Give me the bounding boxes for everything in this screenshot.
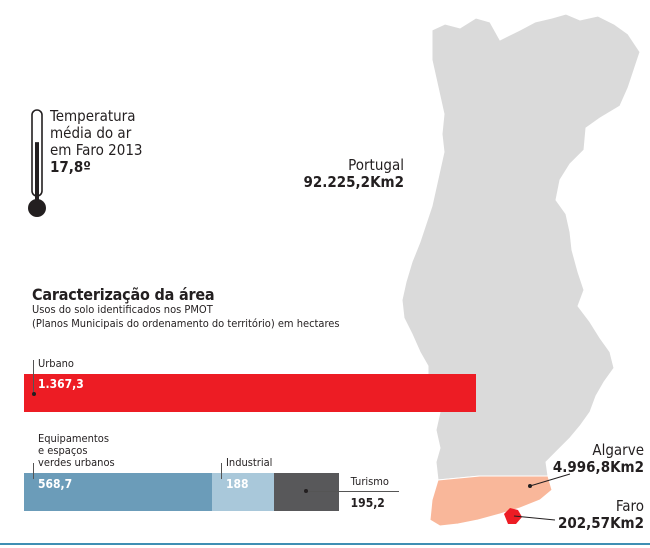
section-subtitle-line2: (Planos Municipais do ordenamento do ter…	[32, 317, 340, 330]
bar-tick-equipamentos	[33, 463, 34, 479]
faro-label: Faro 202,57Km2	[540, 498, 644, 532]
bar-label-turismo: Turismo	[351, 476, 389, 488]
portugal-area: 92.225,2Km2	[303, 173, 404, 191]
bar-equipamentos	[24, 473, 212, 511]
bar-label-line: Industrial	[226, 456, 273, 469]
temperature-label: Temperatura média do ar em Faro 2013 17,…	[50, 108, 142, 176]
bar-label-urbano: Urbano	[38, 357, 74, 370]
bar-label-line: Turismo	[350, 475, 389, 488]
faro-area: 202,57Km2	[558, 514, 644, 532]
section-subtitle-line1: Usos do solo identificados nos PMOT	[32, 303, 213, 316]
portugal-label: Portugal 92.225,2Km2	[290, 157, 404, 191]
portugal-name: Portugal	[348, 156, 404, 174]
bar-label-line: verdes urbanos	[38, 456, 115, 469]
temperature-label-line3: em Faro 2013	[50, 141, 143, 159]
algarve-leader-line	[529, 473, 571, 487]
bar-tick-industrial	[221, 463, 222, 479]
thermometer-icon	[28, 109, 46, 217]
algarve-shape	[429, 475, 553, 527]
bar-label-line: Equipamentos	[38, 432, 110, 445]
faro-shape	[504, 508, 522, 524]
algarve-label: Algarve 4.996,8Km2	[520, 442, 644, 476]
algarve-name: Algarve	[592, 441, 644, 459]
faro-name: Faro	[615, 497, 644, 515]
portugal-mainland-shape	[401, 13, 641, 481]
bar-dot-urbano	[32, 392, 36, 396]
section-title: Caracterização da área	[32, 285, 215, 304]
bar-dot-turismo	[304, 489, 309, 493]
bar-label-industrial: Industrial	[226, 457, 272, 469]
bar-value-turismo: 195,2	[350, 496, 385, 510]
bar-industrial	[212, 473, 275, 511]
bar-urbano	[24, 374, 476, 412]
temperature-label-line1: Temperatura	[50, 107, 136, 125]
temperature-value: 17,8º	[50, 158, 91, 176]
bottom-accent-rule	[0, 543, 650, 545]
bar-tick-urbano	[33, 360, 34, 394]
thermometer-fill	[35, 142, 39, 202]
algarve-area: 4.996,8Km2	[552, 458, 644, 476]
bar-value-equipamentos: 568,7	[38, 477, 73, 491]
algarve-leader-dot	[528, 484, 532, 488]
bar-value-urbano: 1.367,3	[38, 377, 84, 391]
bar-connector-turismo	[306, 491, 399, 492]
temperature-label-line2: média do ar	[50, 124, 132, 142]
faro-leader-line	[513, 515, 556, 521]
bar-label-line: e espaços	[38, 444, 88, 457]
section-subtitle: Usos do solo identificados nos PMOT (Pla…	[32, 303, 340, 331]
bar-value-industrial: 188	[226, 477, 249, 491]
bar-label-equipamentos: Equipamentos e espaços verdes urbanos	[38, 433, 115, 469]
